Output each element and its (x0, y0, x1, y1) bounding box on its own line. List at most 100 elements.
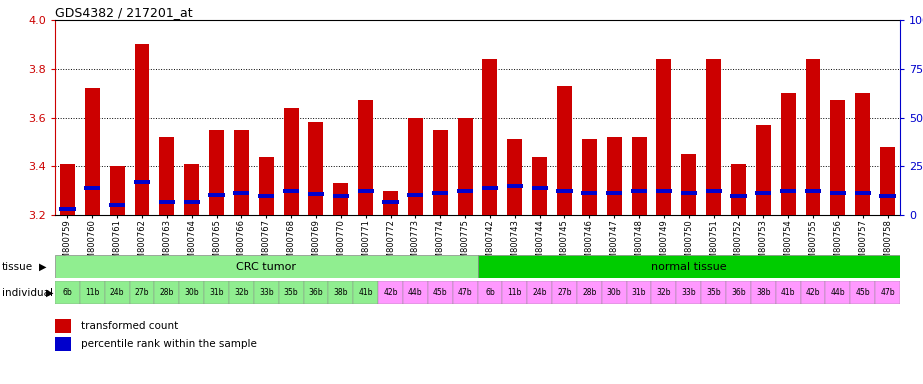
FancyBboxPatch shape (726, 281, 751, 304)
Bar (856, 93, 870, 215)
FancyBboxPatch shape (80, 281, 104, 304)
Bar (184, 200, 199, 204)
FancyBboxPatch shape (179, 281, 204, 304)
Bar (110, 166, 125, 215)
Text: 6b: 6b (63, 288, 72, 297)
Bar (805, 189, 821, 192)
Bar (780, 189, 797, 192)
Bar (84, 186, 101, 190)
Text: ▶: ▶ (46, 288, 54, 298)
Text: 36b: 36b (308, 288, 323, 297)
FancyBboxPatch shape (378, 281, 403, 304)
FancyBboxPatch shape (279, 281, 304, 304)
Text: 44b: 44b (831, 288, 845, 297)
Bar (581, 139, 597, 215)
Text: 27b: 27b (557, 288, 571, 297)
Text: 44b: 44b (408, 288, 423, 297)
Bar (358, 101, 373, 215)
Bar (631, 137, 646, 215)
Text: 38b: 38b (333, 288, 348, 297)
Bar (482, 186, 498, 190)
FancyBboxPatch shape (104, 281, 129, 304)
FancyBboxPatch shape (577, 281, 602, 304)
FancyBboxPatch shape (602, 281, 627, 304)
Text: 30b: 30b (607, 288, 621, 297)
FancyBboxPatch shape (825, 281, 850, 304)
Bar (432, 191, 449, 195)
FancyBboxPatch shape (55, 281, 80, 304)
Bar (557, 189, 572, 192)
Text: 42b: 42b (806, 288, 821, 297)
Text: 31b: 31b (210, 288, 223, 297)
FancyBboxPatch shape (229, 281, 254, 304)
FancyBboxPatch shape (477, 255, 900, 278)
Bar (680, 191, 697, 195)
Bar (210, 130, 224, 215)
Text: 11b: 11b (508, 288, 522, 297)
FancyBboxPatch shape (354, 281, 378, 304)
Bar (681, 154, 696, 215)
Bar (781, 93, 796, 215)
FancyBboxPatch shape (254, 281, 279, 304)
Bar (881, 147, 895, 215)
Text: 38b: 38b (756, 288, 771, 297)
Bar (507, 184, 522, 188)
Text: 47b: 47b (458, 288, 473, 297)
FancyBboxPatch shape (204, 281, 229, 304)
Text: CRC tumor: CRC tumor (236, 262, 296, 271)
Text: 6b: 6b (485, 288, 495, 297)
FancyBboxPatch shape (552, 281, 577, 304)
Bar (85, 88, 100, 215)
Text: GDS4382 / 217201_at: GDS4382 / 217201_at (55, 6, 193, 19)
Text: 33b: 33b (681, 288, 696, 297)
Text: 31b: 31b (632, 288, 646, 297)
FancyBboxPatch shape (129, 281, 154, 304)
Bar (508, 139, 522, 215)
Bar (730, 194, 747, 198)
Text: 24b: 24b (533, 288, 547, 297)
FancyBboxPatch shape (850, 281, 875, 304)
Bar (159, 200, 175, 204)
FancyBboxPatch shape (751, 281, 775, 304)
Text: 35b: 35b (283, 288, 298, 297)
Bar (557, 86, 572, 215)
Text: 28b: 28b (160, 288, 174, 297)
Bar (533, 157, 547, 215)
Text: 42b: 42b (383, 288, 398, 297)
Bar (656, 189, 672, 192)
Text: 27b: 27b (135, 288, 150, 297)
Bar (656, 59, 671, 215)
Text: 30b: 30b (185, 288, 199, 297)
Bar (135, 45, 150, 215)
Bar (258, 157, 274, 215)
Bar (55, 337, 71, 351)
Bar (606, 137, 622, 215)
Text: normal tissue: normal tissue (651, 262, 726, 271)
Bar (234, 130, 249, 215)
Text: 35b: 35b (706, 288, 721, 297)
Bar (357, 189, 374, 193)
Text: percentile rank within the sample: percentile rank within the sample (81, 339, 257, 349)
Text: 32b: 32b (234, 288, 248, 297)
FancyBboxPatch shape (427, 281, 452, 304)
Bar (830, 191, 846, 195)
Bar (731, 164, 746, 215)
Text: tissue: tissue (2, 262, 33, 271)
Bar (756, 125, 771, 215)
Text: 28b: 28b (582, 288, 596, 297)
FancyBboxPatch shape (527, 281, 552, 304)
Bar (408, 118, 423, 215)
Bar (705, 189, 722, 192)
FancyBboxPatch shape (329, 281, 354, 304)
Bar (308, 192, 324, 195)
Bar (457, 189, 473, 193)
FancyBboxPatch shape (403, 281, 427, 304)
Bar (407, 193, 424, 197)
Bar (134, 180, 150, 184)
Text: transformed count: transformed count (81, 321, 178, 331)
FancyBboxPatch shape (55, 255, 477, 278)
FancyBboxPatch shape (875, 281, 900, 304)
Bar (855, 191, 870, 195)
Bar (333, 183, 348, 215)
FancyBboxPatch shape (502, 281, 527, 304)
